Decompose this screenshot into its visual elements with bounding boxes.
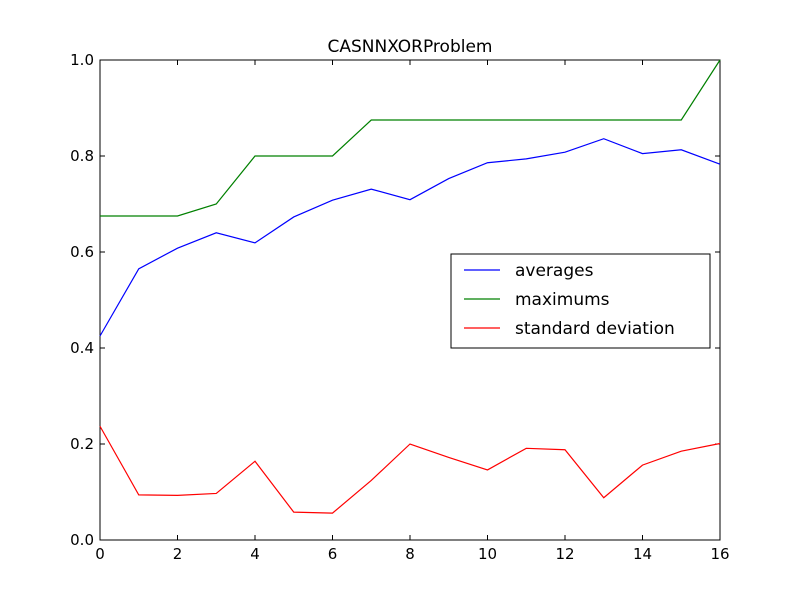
x-tick-label: 6 bbox=[328, 545, 338, 563]
legend-label: standard deviation bbox=[515, 319, 675, 339]
series-line-maximums bbox=[100, 59, 721, 217]
legend-label: averages bbox=[515, 261, 594, 281]
legend-label: maximums bbox=[515, 290, 610, 310]
y-tick-label: 0.0 bbox=[70, 531, 94, 549]
x-tick-label: 8 bbox=[405, 545, 415, 563]
y-tick-label: 0.6 bbox=[70, 243, 94, 261]
x-tick-label: 4 bbox=[250, 545, 260, 563]
y-tick-label: 0.2 bbox=[70, 435, 94, 453]
y-tick-label: 0.4 bbox=[70, 339, 94, 357]
legend: averages maximums standard deviation bbox=[450, 253, 711, 349]
axes: 0 2 4 6 8 10 12 14 16 0.0 0.2 0.4 0.6 0.8 1.0 bbox=[70, 51, 729, 563]
series-line-standard-deviation bbox=[99, 425, 721, 514]
x-tick-label: 12 bbox=[555, 545, 574, 563]
x-tick-label: 14 bbox=[633, 545, 652, 563]
y-tick-label: 1.0 bbox=[70, 51, 94, 69]
x-tick-label: 10 bbox=[478, 545, 497, 563]
y-tick-label: 0.8 bbox=[70, 147, 94, 165]
series-line-averages bbox=[99, 138, 721, 337]
chart-title: CASNNXORProblem bbox=[328, 37, 493, 57]
x-tick-label: 0 bbox=[95, 545, 105, 563]
x-tick-label: 16 bbox=[710, 545, 729, 563]
x-tick-label: 2 bbox=[173, 545, 183, 563]
series-lines bbox=[99, 59, 721, 514]
